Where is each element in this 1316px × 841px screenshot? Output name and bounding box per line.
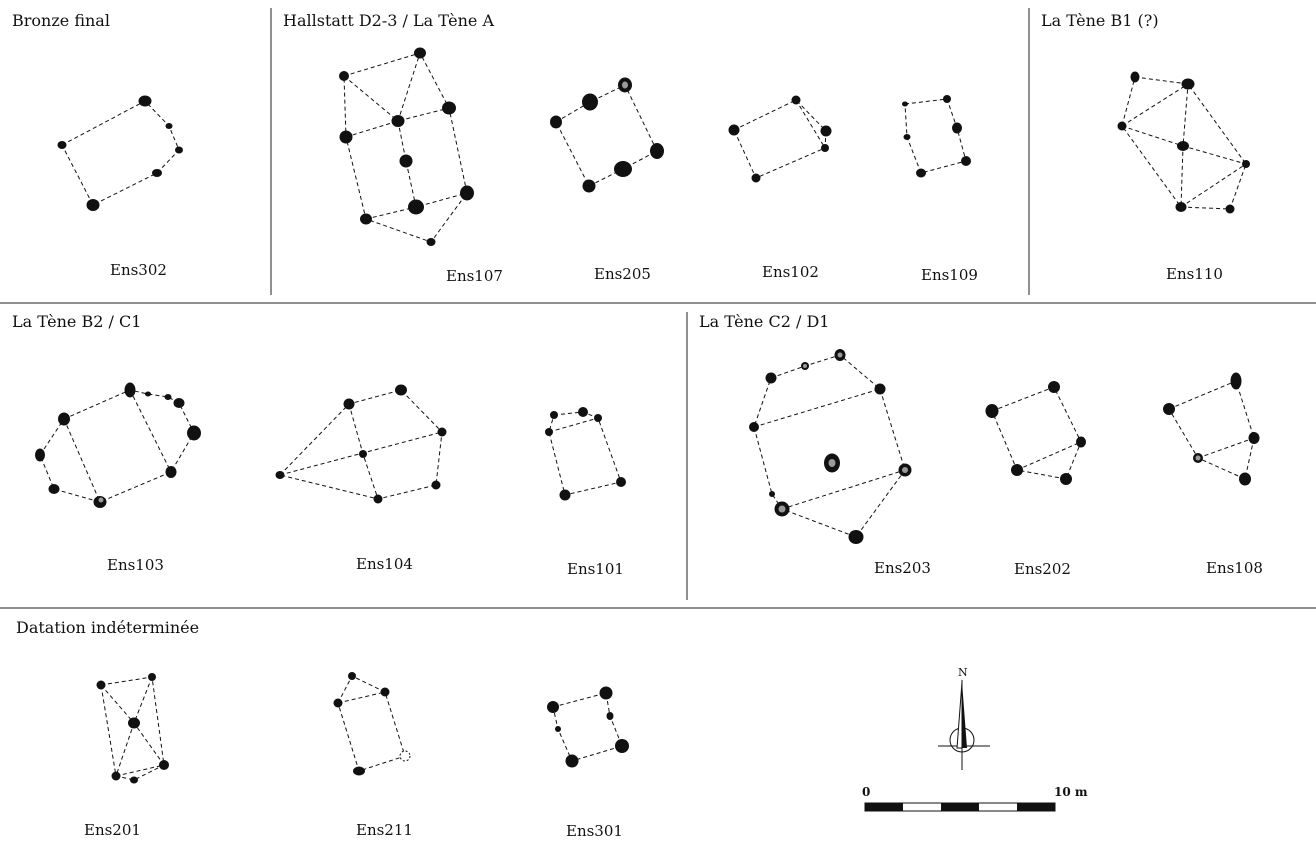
structure-label-ens211: Ens211	[356, 821, 413, 839]
structure-ens103: Ens103	[35, 382, 201, 574]
structure-ens202: Ens202	[985, 381, 1086, 578]
structure-ens211: Ens211	[333, 672, 413, 839]
structure-label-ens104: Ens104	[356, 555, 413, 573]
scale-bar: 0 10 m	[862, 785, 1088, 812]
structure-label-ens108: Ens108	[1206, 559, 1263, 577]
structure-ens301: Ens301	[547, 686, 629, 840]
period-title-hallstatt: Hallstatt D2-3 / La Tène A	[283, 11, 494, 30]
period-title-la-tene-b2-c1: La Tène B2 / C1	[12, 312, 141, 331]
structure-label-ens301: Ens301	[566, 822, 623, 840]
structure-label-ens109: Ens109	[921, 266, 978, 284]
period-title-la-tene-c2-d1: La Tène C2 / D1	[699, 312, 829, 331]
structure-label-ens203: Ens203	[874, 559, 931, 577]
structure-ens102: Ens102	[728, 95, 832, 281]
structure-label-ens103: Ens103	[107, 556, 164, 574]
structure-ens109: Ens109	[902, 95, 978, 284]
structure-label-ens101: Ens101	[567, 560, 624, 578]
structure-ens101: Ens101	[545, 407, 626, 578]
structure-ens201: Ens201	[84, 673, 169, 839]
structure-ens302: Ens302	[57, 95, 183, 279]
structure-label-ens107: Ens107	[446, 267, 503, 285]
north-label: N	[958, 666, 968, 679]
north-arrow-icon: N	[938, 666, 990, 770]
structure-ens107: Ens107	[339, 47, 503, 285]
structure-label-ens205: Ens205	[594, 265, 651, 283]
period-title-la-tene-b1: La Tène B1 (?)	[1041, 11, 1159, 30]
structure-label-ens202: Ens202	[1014, 560, 1071, 578]
structure-ens203: Ens203	[749, 349, 931, 577]
structure-label-ens201: Ens201	[84, 821, 141, 839]
period-title-indeterminee: Datation indéterminée	[16, 618, 199, 637]
period-title-bronze-final: Bronze final	[12, 11, 110, 30]
structure-ens110: Ens110	[1117, 71, 1250, 283]
structure-label-ens102: Ens102	[762, 263, 819, 281]
structure-label-ens110: Ens110	[1166, 265, 1223, 283]
scale-label-start: 0	[862, 785, 870, 799]
structure-ens108: Ens108	[1163, 372, 1263, 577]
scale-label-end: 10 m	[1054, 785, 1088, 799]
structure-label-ens302: Ens302	[110, 261, 167, 279]
structure-ens104: Ens104	[275, 384, 447, 573]
structure-ens205: Ens205	[550, 77, 664, 283]
